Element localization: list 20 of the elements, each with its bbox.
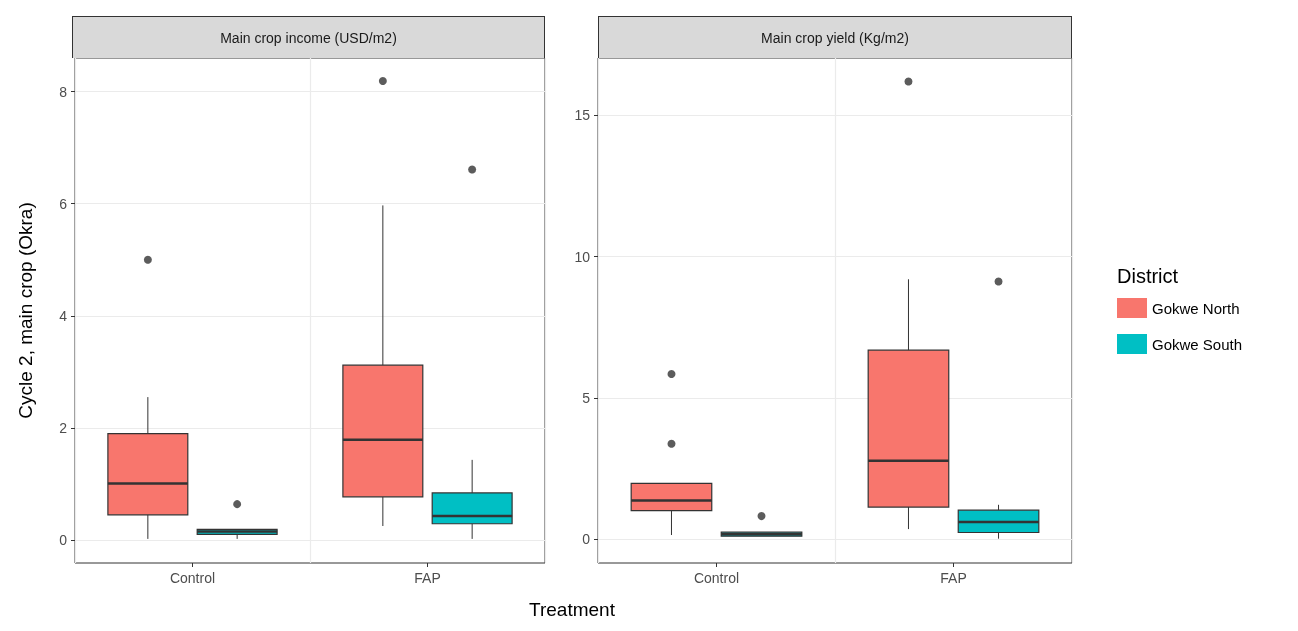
legend-title: District [1117,265,1179,287]
x-tick-label: FAP [414,570,441,586]
chart-title: Main crop income (USD/m2) [72,16,545,58]
y-tick-label: 5 [582,389,591,406]
y-tick-label: 4 [59,307,68,324]
y-axis-title: Cycle 2, main crop (Okra) [15,202,36,419]
y-tick-label: 15 [574,107,591,124]
y-tick-label: 0 [582,531,591,548]
x-tick-label: Control [693,570,740,586]
x-tick-label: FAP [940,570,967,586]
y-tick-label: 10 [574,248,591,265]
x-axis-title: Treatment [528,599,616,621]
y-tick-label: 8 [59,83,68,100]
x-tick-label: Control [169,570,216,586]
y-tick-label: 6 [59,195,68,212]
legend-label: Gokwe North [1152,299,1240,317]
legend-label: Gokwe South [1152,335,1243,353]
y-tick-label: 0 [59,532,68,549]
chart-title: Main crop yield (Kg/m2) [598,16,1072,58]
y-tick-label: 2 [59,419,68,436]
